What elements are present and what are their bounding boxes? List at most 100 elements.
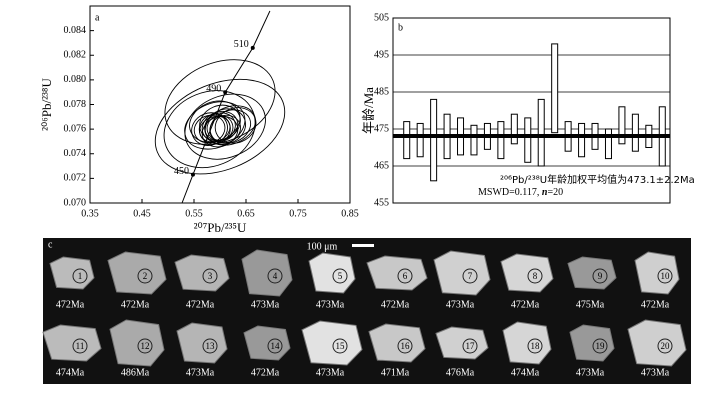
spot-number: 6 — [403, 271, 408, 281]
y-tick-label: 455 — [374, 197, 389, 208]
y-tick-label: 0.080 — [64, 74, 87, 85]
mswd-label: MSWD=0.117, n=20 — [478, 187, 563, 198]
zircon-grain — [433, 250, 491, 296]
panel-letter: c — [48, 239, 53, 250]
spot-circle — [332, 338, 348, 354]
error-ellipse — [184, 101, 246, 150]
panel-letter: a — [95, 12, 100, 23]
spot-circle — [397, 338, 413, 354]
grain-age: 472Ma — [121, 299, 150, 310]
grain-age: 472Ma — [251, 367, 280, 378]
zircon-grain — [308, 252, 356, 294]
zircon-grain — [435, 326, 489, 360]
spot-number: 11 — [76, 341, 85, 351]
error-ellipse — [154, 78, 286, 175]
spot-number: 4 — [273, 271, 278, 281]
grain-age: 473Ma — [316, 299, 345, 310]
error-ellipse — [214, 107, 257, 144]
error-box — [470, 124, 478, 156]
spot-circle — [657, 268, 673, 284]
spot-circle — [137, 338, 153, 354]
zircon-grain — [569, 324, 615, 362]
spot-circle — [72, 268, 88, 284]
y-tick-label: 0.072 — [64, 173, 87, 184]
grain-age: 471Ma — [381, 367, 410, 378]
error-box — [416, 122, 424, 158]
y-tick-label: 465 — [374, 160, 389, 171]
grain-age: 486Ma — [121, 367, 150, 378]
error-box — [551, 43, 559, 134]
grain-age: 474Ma — [511, 367, 540, 378]
error-box — [524, 117, 532, 163]
zircon-grain — [243, 325, 291, 361]
zircon-grain — [176, 322, 228, 364]
spot-number: 5 — [338, 271, 343, 281]
error-box — [631, 113, 639, 152]
error-ellipse — [204, 112, 236, 141]
y-tick-label: 495 — [374, 49, 389, 60]
spot-circle — [137, 268, 153, 284]
zircon-grain — [500, 253, 554, 293]
age-mark — [190, 172, 195, 177]
spot-circle — [592, 268, 608, 284]
y-tick-label: 505 — [374, 12, 389, 23]
grain-age: 473Ma — [446, 299, 475, 310]
spot-number: 9 — [598, 271, 603, 281]
x-tick-label: 0.65 — [237, 208, 255, 219]
x-axis-title: ²⁰⁷Pb/²³⁵U — [194, 220, 247, 235]
y-axis-title: ²⁰⁶Pb/²³⁸U — [39, 78, 54, 131]
zircon-grain — [109, 319, 165, 367]
zircon-grain — [301, 320, 363, 366]
spot-circle — [202, 338, 218, 354]
y-tick-label: 0.078 — [64, 99, 87, 110]
spot-number: 7 — [468, 271, 473, 281]
spot-circle — [267, 338, 283, 354]
zircon-grain — [567, 256, 617, 290]
mswd-part: n — [542, 187, 548, 198]
mswd-part: MSWD=0.117, — [478, 187, 542, 198]
error-ellipse — [163, 90, 256, 169]
error-ellipse — [201, 115, 239, 148]
zircon-grain — [241, 249, 293, 297]
zircon-grain — [502, 321, 552, 365]
spot-number: 20 — [661, 341, 671, 351]
spot-number: 2 — [143, 271, 148, 281]
x-tick-label: 0.55 — [185, 208, 203, 219]
error-box — [403, 121, 411, 160]
grain-age: 472Ma — [56, 299, 85, 310]
spot-circle — [527, 268, 543, 284]
spot-circle — [202, 268, 218, 284]
y-tick-label: 0.076 — [64, 123, 87, 134]
zircon-grain — [634, 251, 680, 295]
error-box — [578, 122, 586, 158]
grain-age: 474Ma — [56, 367, 85, 378]
zircon-grain — [42, 324, 102, 362]
annotation: ²⁰⁶Pb/²³⁸U年龄加权平均值为473.1±2.2Ma — [500, 173, 695, 186]
error-box — [537, 98, 545, 167]
spot-number: 8 — [533, 271, 538, 281]
y-tick-label: 0.074 — [64, 148, 87, 159]
y-tick-label: 485 — [374, 86, 389, 97]
x-tick-label: 0.75 — [289, 208, 307, 219]
spot-number: 17 — [466, 341, 476, 351]
grain-age: 475Ma — [576, 299, 605, 310]
grain-age: 473Ma — [641, 367, 670, 378]
x-tick-label: 0.35 — [81, 208, 99, 219]
y-tick-label: 0.084 — [64, 25, 87, 36]
age-mark — [250, 45, 255, 50]
spot-number: 12 — [141, 341, 150, 351]
spot-number: 13 — [206, 341, 216, 351]
spot-number: 3 — [208, 271, 213, 281]
grain-age: 473Ma — [576, 367, 605, 378]
grain-age: 473Ma — [316, 367, 345, 378]
mswd-part: =20 — [547, 187, 563, 198]
spot-circle — [72, 338, 88, 354]
error-box — [618, 106, 626, 145]
y-tick-label: 0.070 — [64, 197, 87, 208]
age-mark — [223, 90, 228, 95]
error-box — [510, 113, 518, 145]
zircon-grain — [368, 323, 426, 363]
grain-age: 472Ma — [381, 299, 410, 310]
spot-number: 1 — [78, 271, 83, 281]
